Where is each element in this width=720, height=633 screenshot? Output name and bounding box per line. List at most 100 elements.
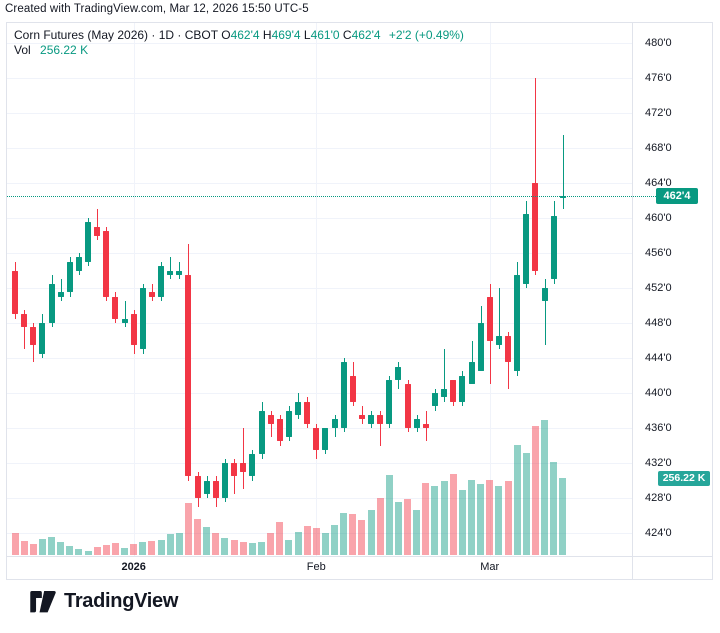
volume-bar	[184, 503, 192, 555]
price-gridline	[7, 218, 632, 219]
candle	[139, 288, 146, 350]
exchange-label: CBOT	[184, 28, 218, 42]
candle-wick	[124, 301, 126, 328]
legend-symbol-row: Corn Futures (May 2026) · 1D · CBOT O462…	[14, 28, 464, 42]
candle	[158, 266, 165, 297]
chart-legend[interactable]: Corn Futures (May 2026) · 1D · CBOT O462…	[14, 28, 464, 58]
candle	[231, 463, 238, 477]
candle	[377, 414, 384, 424]
candle	[203, 480, 210, 494]
candle	[322, 428, 329, 450]
price-axis-label: 436'0	[645, 422, 672, 434]
volume-bar	[230, 540, 238, 555]
candle-wick	[544, 279, 546, 345]
legend-volume-row: Vol 256.22 K	[14, 43, 464, 58]
candle	[212, 480, 219, 498]
volume-bar	[468, 479, 475, 555]
time-gridline	[316, 23, 318, 556]
volume-bar	[294, 531, 302, 555]
volume-bar	[66, 545, 74, 555]
volume-bar	[248, 542, 256, 555]
volume-bar	[531, 426, 539, 555]
price-gridline	[7, 428, 632, 429]
volume-bar	[550, 461, 558, 555]
volume-bar	[276, 521, 284, 555]
tradingview-logo-icon	[30, 590, 56, 612]
candle	[85, 222, 92, 262]
candle	[514, 274, 521, 372]
change-value: +2'2 (+0.49%)	[388, 28, 464, 42]
price-axis-label: 472'0	[645, 107, 672, 119]
price-axis-label: 428'0	[645, 492, 672, 504]
candle	[30, 327, 37, 345]
price-gridline	[7, 288, 632, 289]
volume-bar	[157, 539, 165, 555]
price-gridline	[7, 533, 632, 534]
interval-label: 1D	[158, 28, 175, 42]
time-axis-label[interactable]: Feb	[306, 561, 326, 573]
candle	[559, 196, 566, 199]
candle	[12, 270, 18, 315]
candle	[441, 388, 448, 398]
candle	[194, 476, 201, 498]
volume-bar	[111, 542, 119, 555]
candle	[240, 463, 247, 472]
price-axis-label: 452'0	[645, 282, 672, 294]
tradingview-wordmark: TradingView	[64, 590, 179, 612]
price-axis-label: 468'0	[645, 142, 672, 154]
volume-bar	[513, 445, 521, 555]
price-axis-label: 432'0	[645, 457, 672, 469]
ohlc-value: 462'4	[351, 28, 381, 42]
volume-bar	[285, 539, 293, 555]
candle	[459, 375, 466, 402]
volume-bar	[504, 481, 512, 555]
candle	[422, 423, 429, 428]
time-axis-separator	[6, 556, 713, 557]
ohlc-label: O	[221, 28, 231, 42]
ohlc-value: 461'0	[310, 28, 340, 42]
volume-bar	[449, 473, 457, 555]
price-axis-label: 460'0	[645, 212, 672, 224]
candle	[185, 274, 192, 477]
volume-bar	[358, 520, 366, 555]
volume-bar	[258, 541, 265, 555]
price-gridline	[7, 113, 632, 114]
candle	[331, 419, 338, 428]
price-axis-separator	[632, 22, 633, 580]
candle	[103, 231, 110, 297]
candle	[541, 288, 548, 302]
volume-bar	[212, 533, 220, 555]
volume-bar	[75, 549, 83, 555]
price-gridline	[7, 358, 632, 359]
last-price-line	[7, 196, 656, 198]
candle-wick	[234, 458, 236, 494]
candle	[66, 261, 73, 293]
volume-bar	[321, 533, 329, 555]
volume-bar	[431, 485, 439, 555]
price-gridline	[7, 463, 632, 464]
candle	[413, 419, 420, 428]
time-gridline	[133, 23, 135, 556]
volume-value: 256.22 K	[40, 43, 89, 57]
volume-bar	[148, 540, 156, 555]
tradingview-logo[interactable]: TradingView	[30, 590, 178, 613]
volume-bar	[29, 544, 37, 555]
candle	[249, 454, 256, 477]
time-axis-label[interactable]: Mar	[480, 561, 500, 573]
candle	[167, 270, 174, 275]
time-axis-label[interactable]: 2026	[121, 561, 146, 573]
price-gridline	[7, 498, 632, 499]
candle	[477, 323, 484, 372]
candle	[550, 215, 557, 280]
candle-wick	[444, 349, 446, 402]
volume-bar	[495, 485, 503, 555]
volume-label: Vol	[14, 43, 31, 57]
volume-bar	[130, 544, 138, 555]
candle	[304, 401, 311, 424]
candle-wick	[270, 410, 272, 437]
price-gridline	[7, 323, 632, 324]
volume-bar	[93, 546, 101, 555]
price-axis-label: 444'0	[645, 352, 672, 364]
volume-bar	[422, 482, 430, 555]
